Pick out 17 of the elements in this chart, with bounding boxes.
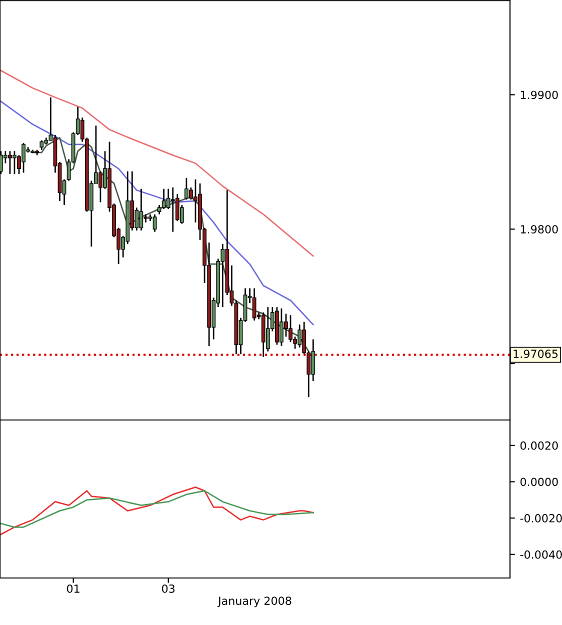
line-series — [32, 137, 310, 352]
y-tick-label: 0.0020 — [520, 441, 558, 450]
line-series — [0, 486, 314, 536]
ref-line-label: 1.97065 — [514, 350, 558, 358]
y-tick-label: -0.0020 — [520, 514, 562, 522]
line-series — [0, 70, 314, 257]
line-series — [0, 490, 314, 528]
x-tick-label: 01 — [66, 584, 80, 593]
candlestick — [152, 214, 157, 233]
x-tick-label: 03 — [162, 584, 175, 593]
y-tick-label: 0.0000 — [520, 478, 558, 486]
y-tick-label: 1.9800 — [520, 225, 558, 234]
line-series — [0, 100, 314, 326]
y-tick-label: -0.0040 — [520, 550, 562, 559]
y-tick-label: 1.9900 — [520, 90, 558, 100]
candlestick — [40, 140, 44, 151]
x-axis-title: January 2008 — [217, 596, 292, 608]
